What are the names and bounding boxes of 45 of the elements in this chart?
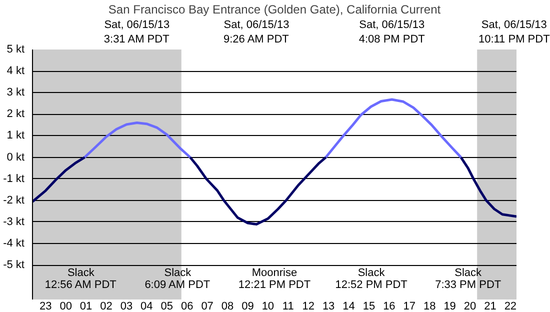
x-tick-label: 02 xyxy=(100,300,112,312)
x2-tick-label: Sat, 06/15/13 4:08 PM PDT xyxy=(358,19,426,46)
x-tick-label: 04 xyxy=(140,300,153,312)
x-tick-label: 19 xyxy=(444,300,456,312)
x-tick-label: 09 xyxy=(242,300,254,312)
x-tick-label: 05 xyxy=(160,300,174,312)
x-tick-label: 03 xyxy=(120,300,133,312)
y-tick-label: 2 kt xyxy=(6,108,25,120)
chart-title: San Francisco Bay Entrance (Golden Gate), California Current xyxy=(108,2,442,16)
x-tick-label: 00 xyxy=(60,300,72,312)
x2-tick-label: Sat, 06/15/13 3:31 AM PDT xyxy=(104,19,170,46)
y-tick-label: 4 kt xyxy=(6,65,25,78)
x-tick-label: 01 xyxy=(80,300,92,312)
x2-tick-label: Sat, 06/15/13 10:11 PM PDT xyxy=(478,19,550,46)
x-tick-label: 21 xyxy=(484,300,496,312)
x-tick-label: 17 xyxy=(403,300,416,312)
x-tick-label: 12 xyxy=(302,300,314,312)
x-tick-label: 16 xyxy=(383,300,396,312)
y-tick-label: 3 kt xyxy=(6,86,25,99)
y-tick-label: 5 kt xyxy=(6,44,25,56)
annotation: Slack 7:33 PM PDT xyxy=(435,267,502,292)
x-tick-label: 07 xyxy=(201,300,214,312)
annotation: Slack 6:09 AM PDT xyxy=(144,267,210,292)
x-tick-label: 06 xyxy=(180,300,194,312)
y-tick-label: -5 kt xyxy=(3,259,25,272)
x-tick-label: 20 xyxy=(464,300,476,312)
y-tick-label: 1 kt xyxy=(6,130,25,142)
x2-tick-label: Sat, 06/15/13 9:26 AM PDT xyxy=(223,19,290,46)
annotation: Moonrise 12:21 PM PDT xyxy=(238,267,311,292)
annotation: Slack 12:56 AM PDT xyxy=(44,267,117,292)
y-tick-label: -4 kt xyxy=(3,237,25,250)
x-tick-label: 10 xyxy=(262,300,274,312)
x-tick-label: 11 xyxy=(282,300,294,312)
y-tick-label: -2 kt xyxy=(3,194,25,206)
annotation: Slack 12:52 PM PDT xyxy=(335,267,408,292)
x-tick-label: 08 xyxy=(221,300,234,312)
x-tick-label: 23 xyxy=(40,300,52,312)
x-tick-label: 15 xyxy=(362,300,376,312)
x-tick-label: 13 xyxy=(322,300,335,312)
y-tick-label: -1 kt xyxy=(3,172,25,185)
x-tick-label: 18 xyxy=(423,300,436,312)
x-tick-label: 14 xyxy=(342,300,355,312)
y-tick-label: -3 kt xyxy=(3,216,25,228)
x-tick-label: 22 xyxy=(504,300,517,312)
y-tick-label: 0 kt xyxy=(6,151,25,164)
